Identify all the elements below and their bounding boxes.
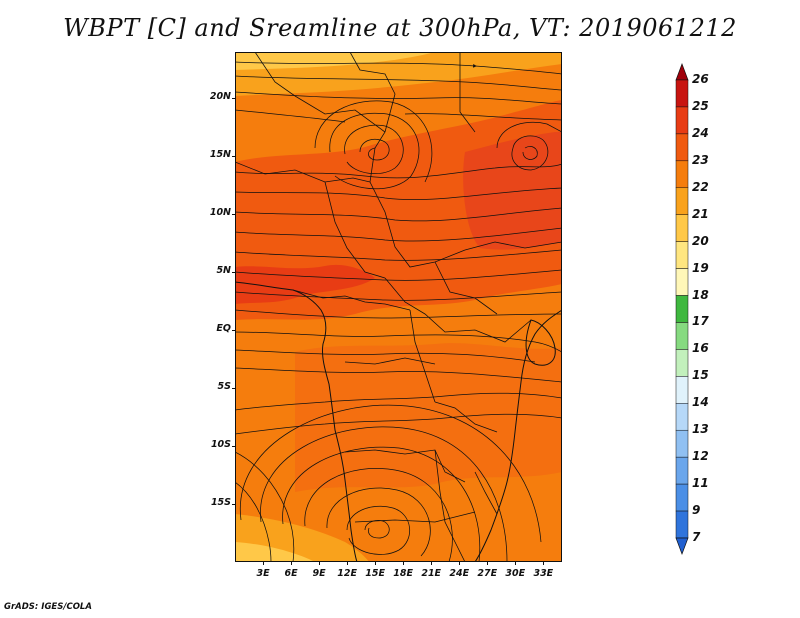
map-plot [235, 52, 562, 562]
colorbar-label: 15 [692, 368, 709, 383]
colorbar-label: 12 [692, 449, 709, 464]
x-tick-mark [515, 561, 517, 565]
y-tick-mark [232, 446, 236, 448]
x-tick-label: 30E [505, 568, 526, 579]
colorbar-label: 19 [692, 260, 709, 275]
wbpt-fill-20-21-south [235, 542, 315, 562]
streamlines [235, 61, 562, 562]
country-borders [235, 52, 562, 562]
y-tick-mark [232, 504, 236, 506]
colorbar-swatch [675, 456, 689, 485]
colorbar-swatch [675, 403, 689, 431]
colorbar-swatch [675, 322, 689, 350]
map-canvas [235, 52, 562, 562]
y-tick-label: 5S [217, 381, 231, 393]
coastlines [235, 281, 562, 562]
chart-title: WBPT [C] and Sreamline at 300hPa, VT: 20… [63, 14, 737, 42]
colorbar-swatch [675, 376, 689, 404]
y-tick-mark [232, 388, 236, 390]
x-tick-label: 6E [284, 568, 298, 579]
y-tick-label: 20N [209, 91, 231, 103]
y-tick-mark [232, 98, 236, 100]
x-tick-label: 3E [256, 568, 270, 579]
y-tick-label: 15S [210, 497, 231, 509]
y-tick-mark [232, 272, 236, 274]
colorbar-swatch [675, 295, 689, 323]
colorbar-swatch [675, 79, 689, 108]
colorbar-swatch [675, 187, 689, 215]
colorbar-extend-min [675, 537, 689, 555]
y-tick-mark [232, 330, 236, 332]
x-tick-mark [431, 561, 433, 565]
x-tick-mark [403, 561, 405, 565]
colorbar-swatch [675, 106, 689, 135]
colorbar-extend-max [675, 63, 689, 81]
colorbar-swatch [675, 133, 689, 162]
y-tick-label: 10N [209, 207, 231, 219]
colorbar-swatch [675, 160, 689, 189]
x-tick-label: 12E [337, 568, 357, 579]
colorbar-label: 11 [692, 476, 709, 491]
x-tick-label: 27E [477, 568, 498, 579]
colorbar-label: 17 [692, 314, 709, 329]
y-tick-label: 10S [210, 439, 231, 451]
colorbar-swatch [675, 510, 689, 539]
wbpt-fill-24-east [463, 132, 562, 250]
colorbar-swatch [675, 483, 689, 512]
y-tick-mark [232, 156, 236, 158]
x-tick-mark [543, 561, 545, 565]
x-tick-label: 33E [533, 568, 554, 579]
x-tick-label: 15E [365, 568, 385, 579]
colorbar-label: 24 [692, 125, 709, 140]
colorbar-swatch [675, 429, 689, 458]
x-tick-label: 21E [421, 568, 442, 579]
x-tick-mark [347, 561, 349, 565]
x-tick-mark [319, 561, 321, 565]
colorbar-label: 20 [692, 233, 709, 248]
colorbar: 26 25 24 23 22 21 20 19 18 17 16 15 14 13 12 11 9 7 [660, 62, 720, 562]
colorbar-label: 9 [692, 503, 701, 518]
colorbar-label: 25 [692, 98, 709, 113]
colorbar-label: 7 [692, 530, 701, 544]
colorbar-swatch [675, 268, 689, 296]
y-tick-label: 5N [216, 265, 231, 277]
x-tick-mark [291, 561, 293, 565]
x-tick-label: 18E [393, 568, 414, 579]
wbpt-fill-20-21-north [235, 52, 435, 70]
colorbar-label: 22 [692, 179, 709, 194]
colorbar-label: 14 [692, 395, 709, 410]
colorbar-svg [675, 63, 689, 555]
colorbar-label: 16 [692, 341, 709, 356]
x-tick-mark [459, 561, 461, 565]
x-tick-mark [375, 561, 377, 565]
colorbar-label: 13 [692, 422, 709, 437]
colorbar-label: 21 [692, 206, 709, 221]
x-tick-mark [263, 561, 265, 565]
colorbar-label: 18 [692, 287, 709, 302]
wbpt-fill-22-23-central [295, 343, 562, 492]
x-tick-label: 9E [312, 568, 326, 579]
x-tick-label: 24E [449, 568, 470, 579]
colorbar-label: 23 [692, 152, 709, 167]
y-tick-label: 15N [209, 149, 231, 161]
credit-text: GrADS: IGES/COLA [4, 602, 92, 612]
x-tick-mark [487, 561, 489, 565]
colorbar-swatch [675, 214, 689, 242]
y-tick-mark [232, 214, 236, 216]
colorbar-label: 26 [692, 72, 709, 86]
colorbar-swatch [675, 349, 689, 377]
colorbar-swatch [675, 241, 689, 269]
y-tick-label: EQ [216, 323, 231, 335]
